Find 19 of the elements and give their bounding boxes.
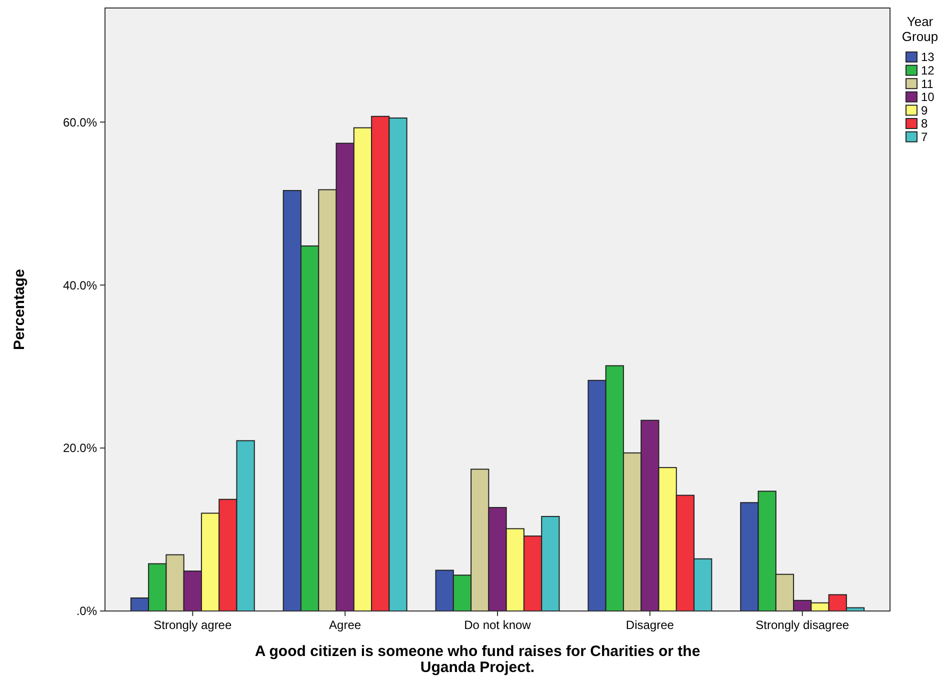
legend-label: 11 [921, 76, 934, 91]
legend-title: Year Group [902, 14, 938, 44]
legend-label: 8 [921, 116, 928, 131]
x-tick-label: Do not know [464, 618, 532, 632]
legend-label: 12 [921, 64, 935, 78]
y-tick-label: .0% [76, 604, 98, 618]
x-axis-title: A good citizen is someone who fund raises for Charities or the Uganda Project. [254, 643, 700, 676]
x-tick-label: Agree [329, 618, 362, 632]
legend-label: 9 [921, 103, 928, 118]
y-tick-label: 40.0% [62, 278, 98, 292]
legend-label: 7 [921, 130, 928, 144]
legend-label: 13 [921, 50, 935, 64]
x-tick-label: Strongly agree [154, 618, 232, 632]
x-tick-label: Strongly disagree [756, 618, 850, 632]
legend-label: 10 [921, 90, 935, 104]
y-tick-label: 20.0% [62, 441, 98, 456]
x-tick-label: Disagree [626, 618, 674, 632]
y-axis-title: Percentage [11, 269, 28, 350]
y-tick-label: 60.0% [62, 115, 98, 130]
